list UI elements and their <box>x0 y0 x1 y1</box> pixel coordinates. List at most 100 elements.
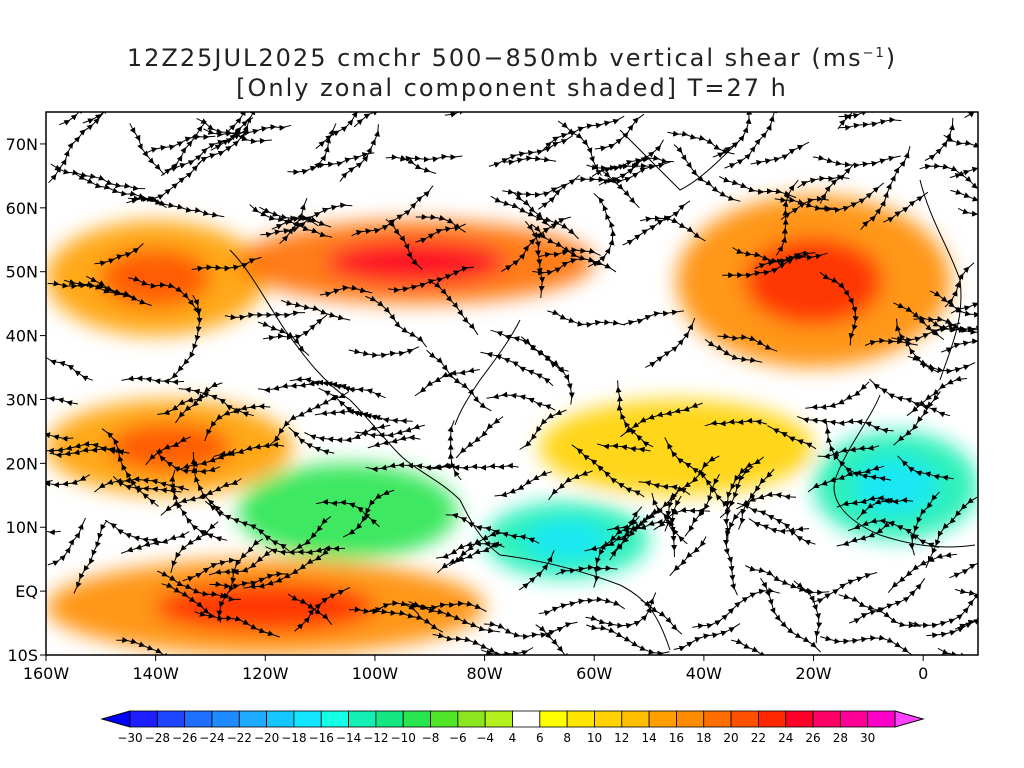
x-tick-label: 0 <box>918 664 928 683</box>
colorbar-swatch <box>402 710 431 728</box>
streamline <box>170 521 219 573</box>
south-america-coast <box>499 554 671 651</box>
coastlines <box>229 129 976 651</box>
streamline <box>949 524 978 579</box>
shear-core-north-atlantic-jet <box>745 238 883 325</box>
y-tick-label: EQ <box>15 582 38 601</box>
colorbar-label: −26 <box>172 731 197 745</box>
colorbar-swatch <box>375 710 404 728</box>
colorbar-swatch <box>812 710 841 728</box>
streamline <box>704 417 767 427</box>
streamline <box>315 112 369 150</box>
shear-core-east-pacific-tropical <box>155 583 375 632</box>
streamline <box>432 632 500 655</box>
streamline <box>444 112 515 118</box>
streamline <box>774 196 837 212</box>
streamline <box>455 416 504 459</box>
colorbar-label: 20 <box>723 731 738 745</box>
streamline <box>847 517 939 549</box>
plot-title-line2: [Only zonal component shaded] T=27 h <box>236 74 788 102</box>
colorbar-label: 24 <box>778 731 793 745</box>
colorbar-arrow-left <box>100 710 131 728</box>
streamline <box>941 338 978 353</box>
colorbar-label: −10 <box>391 731 416 745</box>
streamline <box>622 309 684 326</box>
colorbar-swatch <box>785 710 814 728</box>
streamline <box>673 144 741 202</box>
streamline <box>121 375 185 386</box>
colorbar-swatch <box>676 710 705 728</box>
streamline <box>732 247 828 265</box>
streamline <box>73 520 108 594</box>
streamline <box>807 464 885 493</box>
streamline <box>796 416 894 434</box>
streamline <box>736 502 816 546</box>
shear-streamlines <box>46 112 978 655</box>
streamline <box>849 578 926 624</box>
streamline <box>838 112 884 120</box>
colorbar-swatch <box>757 710 787 728</box>
colorbar-label: −24 <box>199 731 224 745</box>
streamline <box>704 338 763 363</box>
colorbar-swatch <box>320 710 349 728</box>
x-tick-label: 160W <box>23 664 70 683</box>
streamline <box>385 218 423 270</box>
colorbar-label: 30 <box>860 731 875 745</box>
title-prefix: 12Z25JUL2025 cmchr 500−850mb vertical sh… <box>126 44 863 72</box>
streamline <box>882 191 929 223</box>
streamline <box>535 624 583 655</box>
map-plot-area <box>46 112 978 655</box>
streamline <box>600 169 640 209</box>
streamline <box>287 593 333 626</box>
colorbar-label: −20 <box>254 731 279 745</box>
streamline <box>597 443 651 453</box>
colorbar-label: −4 <box>476 731 494 745</box>
colorbar-label: −8 <box>422 731 440 745</box>
streamline <box>365 462 455 473</box>
colorbar-label: −6 <box>449 731 467 745</box>
streamline <box>447 420 462 481</box>
streamline <box>490 195 579 240</box>
streamline <box>585 592 657 629</box>
streamline <box>571 444 645 498</box>
streamline <box>924 117 955 161</box>
streamline <box>126 160 203 204</box>
streamline <box>532 257 583 276</box>
colorbar-label: −14 <box>336 731 361 745</box>
streamline <box>950 189 978 213</box>
streamline <box>46 469 91 488</box>
x-tick-label: 40W <box>686 664 722 683</box>
colorbar-swatch <box>266 710 295 728</box>
x-tick-label: 20W <box>795 664 831 683</box>
streamline <box>445 512 540 544</box>
streamline <box>481 647 534 655</box>
colorbar-swatch <box>539 710 568 728</box>
streamline <box>748 518 810 535</box>
y-tick-label: 30N <box>6 390 38 409</box>
x-tick-label: 80W <box>466 664 502 683</box>
streamline <box>494 470 552 498</box>
streamline <box>348 346 420 359</box>
colorbar-swatch <box>211 710 240 728</box>
streamline <box>182 557 242 582</box>
streamline <box>46 440 121 455</box>
shear-core-north-america-jet <box>326 241 506 283</box>
streamline <box>925 496 978 569</box>
streamline <box>268 391 350 447</box>
colorbar-label: 12 <box>614 731 629 745</box>
streamline <box>348 606 444 633</box>
streamline <box>243 547 332 590</box>
colorbar-label: 6 <box>536 731 544 745</box>
streamline <box>723 510 742 596</box>
streamline <box>943 134 978 158</box>
streamline <box>797 174 850 189</box>
shear-band-atlantic-subtropical <box>539 399 814 496</box>
y-tick-label: 10S <box>7 646 38 665</box>
streamline <box>290 516 332 553</box>
streamline <box>817 444 880 460</box>
streamline <box>101 428 159 507</box>
streamline <box>957 199 978 218</box>
streamline <box>194 611 280 638</box>
x-tick-label: 100W <box>352 664 399 683</box>
